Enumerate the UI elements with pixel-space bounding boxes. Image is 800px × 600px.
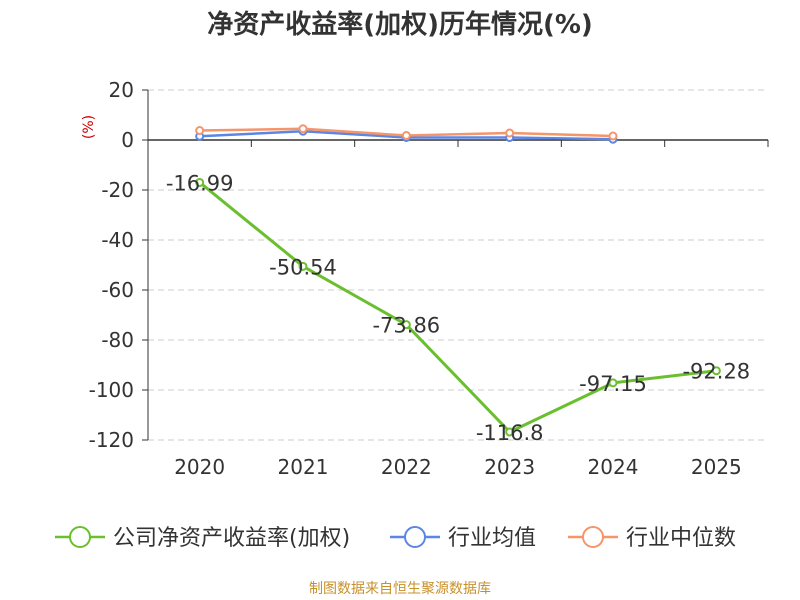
data-point: [298, 124, 308, 134]
y-tick-label: -40: [101, 228, 134, 252]
legend-label: 行业均值: [448, 526, 536, 551]
series-line-0: [198, 181, 717, 434]
y-tick-label: -60: [101, 278, 134, 302]
data-point: [401, 320, 411, 330]
data-labels: -16.99 -50.54 -73.86 -116.8 -97.15 -92.28: [166, 171, 750, 445]
x-tick-label: 2024: [588, 455, 639, 479]
series-group: [195, 124, 721, 437]
y-tick-label: -120: [89, 428, 134, 452]
data-point: [401, 131, 411, 140]
y-tick-labels: 20 0 -20 -40 -60 -80 -100 -120: [89, 78, 134, 452]
y-axis-label: (%): [81, 115, 97, 139]
grid-lines: [148, 89, 768, 441]
chart-title: 净资产收益率(加权)历年情况(%): [207, 10, 593, 40]
y-tick-label: -100: [89, 378, 134, 402]
data-label: -50.54: [269, 255, 337, 279]
legend-marker: [69, 526, 91, 548]
data-label: -92.28: [682, 360, 750, 384]
data-label: -97.15: [579, 372, 647, 396]
data-label: -116.8: [476, 421, 544, 445]
data-point: [505, 427, 515, 437]
data-point: [608, 131, 618, 141]
x-tick-label: 2025: [691, 455, 742, 479]
data-label: -16.99: [166, 171, 234, 195]
x-tick-label: 2020: [174, 455, 225, 479]
source-note: 制图数据来自恒生聚源数据库: [309, 581, 491, 597]
legend-marker: [404, 526, 426, 548]
x-tick-label: 2023: [484, 455, 535, 479]
axes: [142, 89, 769, 441]
x-tick-label: 2021: [278, 455, 329, 479]
legend-label: 公司净资产收益率(加权): [113, 526, 350, 551]
data-point: [711, 366, 721, 376]
legend-label: 行业中位数: [626, 526, 736, 551]
x-tick-labels: 2020 2021 2022 2023 2024 2025: [174, 455, 742, 479]
x-tick-label: 2022: [381, 455, 432, 479]
y-tick-label: -20: [101, 178, 134, 202]
legend: 公司净资产收益率(加权) 行业均值 行业中位数: [55, 526, 736, 551]
legend-marker: [582, 526, 604, 548]
y-tick-label: 0: [121, 128, 134, 152]
data-point: [505, 128, 515, 138]
data-point: [195, 177, 205, 187]
data-point: [195, 126, 205, 135]
data-point: [298, 261, 308, 271]
data-point: [608, 378, 618, 388]
data-label: -73.86: [372, 314, 440, 338]
y-tick-label: 20: [109, 78, 134, 102]
y-tick-label: -80: [101, 328, 134, 352]
